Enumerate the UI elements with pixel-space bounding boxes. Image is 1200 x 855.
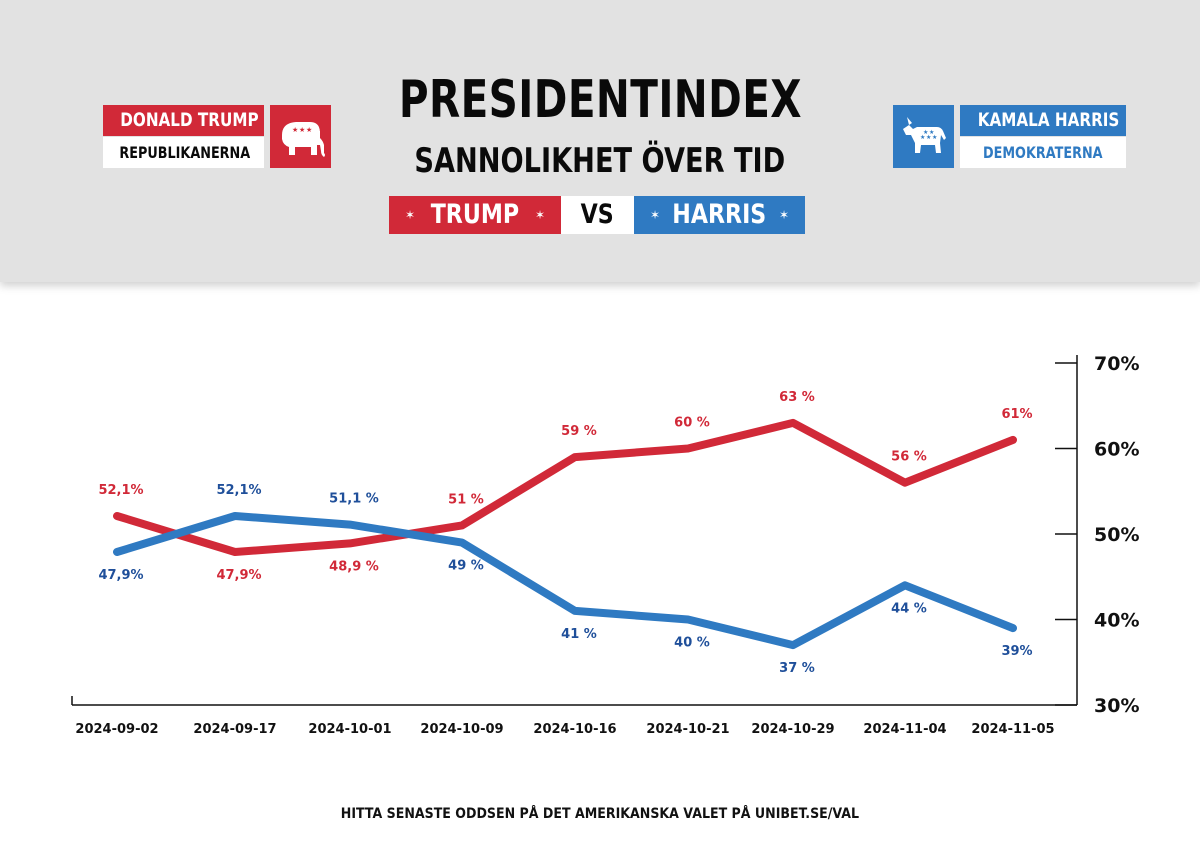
harris-vs-label: ✶ HARRIS ✶ xyxy=(634,196,805,234)
y-tick-label: 40% xyxy=(1094,610,1139,632)
x-tick-label: 2024-11-05 xyxy=(971,722,1054,737)
republican-candidate-name: DONALD TRUMP xyxy=(103,105,264,136)
page-title: PRESIDENTINDEX xyxy=(398,70,802,130)
svg-text:★: ★ xyxy=(306,126,312,134)
vs-label: VS xyxy=(561,196,634,234)
democrat-candidate-name: KAMALA HARRIS xyxy=(960,105,1126,136)
x-tick-label: 2024-10-21 xyxy=(646,722,729,737)
x-tick-label: 2024-11-04 xyxy=(863,722,946,737)
democrat-party-name: DEMOKRATERNA xyxy=(960,137,1126,168)
y-tick-label: 60% xyxy=(1094,439,1139,461)
star-icon: ✶ xyxy=(650,208,661,222)
trump-data-label: 61% xyxy=(1001,407,1032,422)
elephant-icon: ★ ★ ★ xyxy=(270,105,331,168)
header-banner: DONALD TRUMP REPUBLIKANERNA ★ ★ ★ ★ ★ ★ … xyxy=(0,0,1200,282)
harris-data-label: 49 % xyxy=(448,559,484,574)
trump-data-label: 59 % xyxy=(561,424,597,439)
y-tick-label: 30% xyxy=(1094,695,1139,717)
harris-data-label: 47,9% xyxy=(98,568,143,583)
x-tick-label: 2024-10-16 xyxy=(533,722,616,737)
trump-data-label: 56 % xyxy=(891,450,927,465)
y-tick-label: 70% xyxy=(1094,353,1139,375)
harris-series-line xyxy=(113,512,1017,650)
harris-data-label: 39% xyxy=(1001,644,1032,659)
svg-text:★: ★ xyxy=(299,126,305,134)
x-tick-label: 2024-10-09 xyxy=(420,722,503,737)
x-tick-label: 2024-10-01 xyxy=(308,722,391,737)
trump-series-line xyxy=(113,418,1017,556)
donkey-icon: ★ ★ ★ ★ ★ xyxy=(893,105,954,168)
harris-data-label: 37 % xyxy=(779,661,815,676)
x-tick-label: 2024-09-17 xyxy=(193,722,276,737)
svg-text:★: ★ xyxy=(926,134,931,141)
x-tick-label: 2024-10-29 xyxy=(751,722,834,737)
republican-party-name: REPUBLIKANERNA xyxy=(103,137,264,168)
page-subtitle: SANNOLIKHET ÖVER TID xyxy=(414,141,786,181)
trump-data-label: 51 % xyxy=(448,492,484,507)
probability-line-chart: 30% 40% 50% 60% 70% 2024-09-02 2024-09-17 2024-… xyxy=(71,353,1139,737)
svg-text:★: ★ xyxy=(929,129,934,136)
harris-data-label: 52,1% xyxy=(216,483,261,498)
trump-data-label: 52,1% xyxy=(98,483,143,498)
star-icon: ✶ xyxy=(778,208,789,222)
svg-text:★: ★ xyxy=(292,126,298,134)
trump-data-label: 60 % xyxy=(674,416,710,431)
trump-data-label: 48,9 % xyxy=(329,559,379,574)
harris-data-label: 44 % xyxy=(891,601,927,616)
harris-data-label: 51,1 % xyxy=(329,492,379,507)
trump-data-label: 47,9% xyxy=(216,568,261,583)
trump-vs-label: ✶ TRUMP ✶ xyxy=(389,196,561,234)
harris-data-label: 40 % xyxy=(674,636,710,651)
star-icon: ✶ xyxy=(534,208,545,222)
x-tick-label: 2024-09-02 xyxy=(75,722,158,737)
svg-text:★: ★ xyxy=(920,134,925,141)
harris-data-label: 41 % xyxy=(561,627,597,642)
trump-data-label: 63 % xyxy=(779,390,815,405)
star-icon: ✶ xyxy=(405,208,416,222)
svg-text:★: ★ xyxy=(932,134,937,141)
footer-text: HITTA SENASTE ODDSEN PÅ DET AMERIKANSKA … xyxy=(340,806,860,822)
svg-text:★: ★ xyxy=(923,129,928,136)
y-tick-label: 50% xyxy=(1094,524,1139,546)
